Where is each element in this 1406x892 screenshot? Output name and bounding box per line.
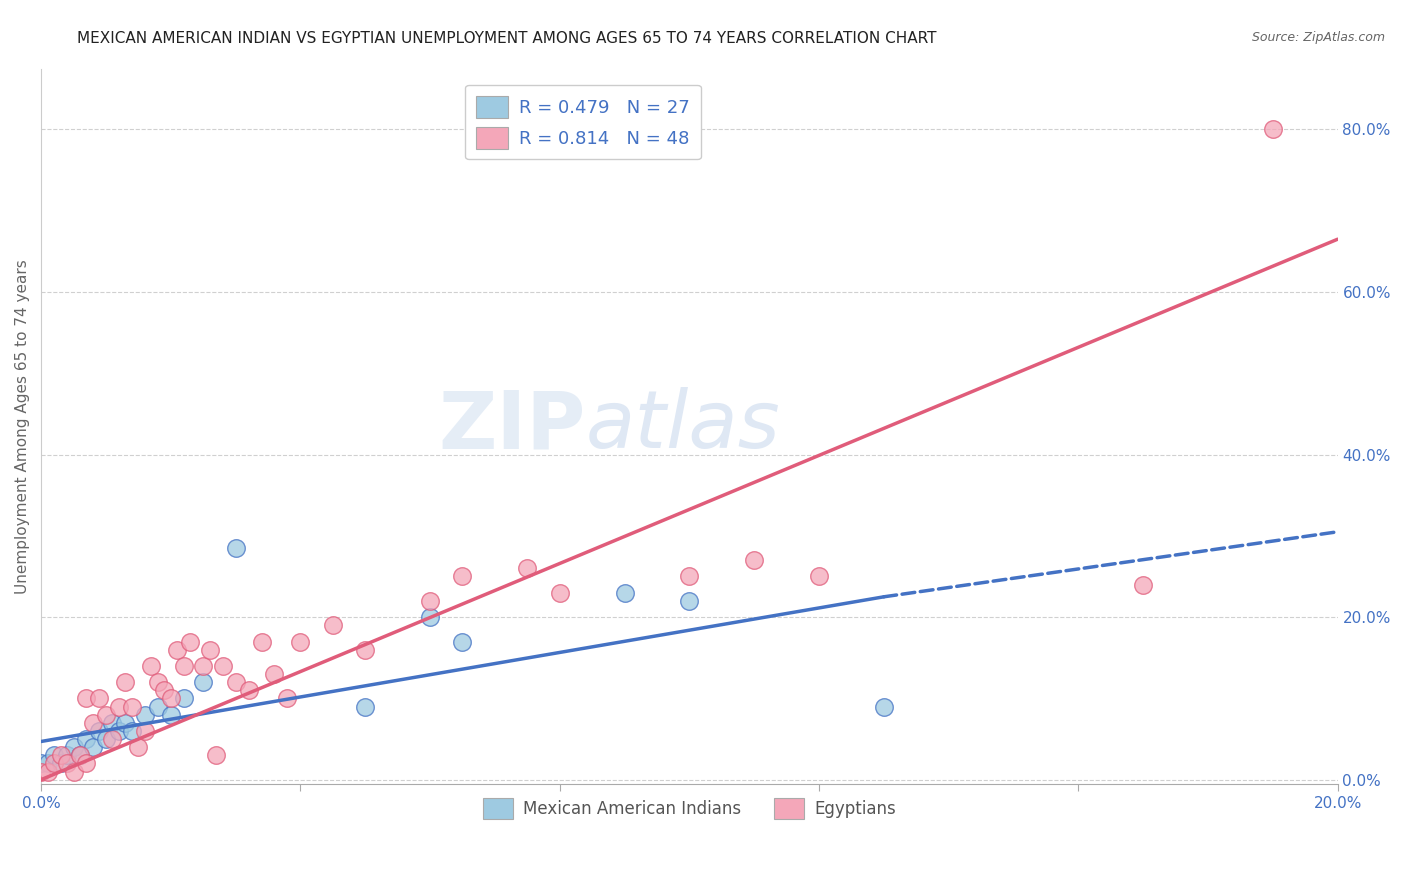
Point <box>30 756 52 771</box>
Point <box>134 707 156 722</box>
Point <box>276 691 298 706</box>
Point <box>141 659 163 673</box>
Text: ZIP: ZIP <box>439 387 586 465</box>
Point <box>121 699 143 714</box>
Point <box>82 740 104 755</box>
Point <box>69 748 91 763</box>
Point <box>159 707 181 722</box>
Point <box>108 699 131 714</box>
Point <box>548 586 571 600</box>
Point <box>322 618 344 632</box>
Point <box>37 764 59 779</box>
Point <box>42 748 65 763</box>
Point <box>76 691 98 706</box>
Point <box>134 723 156 738</box>
Point <box>101 715 124 730</box>
Point <box>173 659 195 673</box>
Point <box>263 667 285 681</box>
Point <box>114 715 136 730</box>
Point <box>613 122 636 136</box>
Point <box>173 691 195 706</box>
Point <box>166 642 188 657</box>
Point <box>238 683 260 698</box>
Point <box>121 723 143 738</box>
Point <box>89 691 111 706</box>
Point <box>1261 122 1284 136</box>
Point <box>225 541 247 555</box>
Point <box>613 586 636 600</box>
Point <box>146 675 169 690</box>
Point <box>49 756 72 771</box>
Point <box>94 707 117 722</box>
Point <box>56 756 79 771</box>
Legend: Mexican American Indians, Egyptians: Mexican American Indians, Egyptians <box>477 792 903 825</box>
Point <box>101 732 124 747</box>
Point <box>419 610 441 624</box>
Point <box>76 756 98 771</box>
Point <box>250 634 273 648</box>
Point <box>742 553 765 567</box>
Point <box>193 659 215 673</box>
Point <box>678 569 700 583</box>
Point <box>153 683 176 698</box>
Point <box>127 740 149 755</box>
Point <box>211 659 233 673</box>
Point <box>484 122 506 136</box>
Point <box>451 569 474 583</box>
Text: Source: ZipAtlas.com: Source: ZipAtlas.com <box>1251 31 1385 45</box>
Point <box>354 699 377 714</box>
Point <box>1132 577 1154 591</box>
Point <box>225 675 247 690</box>
Point <box>205 748 228 763</box>
Point <box>873 699 896 714</box>
Point <box>37 756 59 771</box>
Point <box>159 691 181 706</box>
Point <box>89 723 111 738</box>
Point <box>451 634 474 648</box>
Text: MEXICAN AMERICAN INDIAN VS EGYPTIAN UNEMPLOYMENT AMONG AGES 65 TO 74 YEARS CORRE: MEXICAN AMERICAN INDIAN VS EGYPTIAN UNEM… <box>77 31 936 46</box>
Point <box>82 715 104 730</box>
Point <box>146 699 169 714</box>
Point <box>56 748 79 763</box>
Point <box>179 634 201 648</box>
Point <box>290 634 312 648</box>
Point <box>30 764 52 779</box>
Text: atlas: atlas <box>586 387 780 465</box>
Point <box>108 723 131 738</box>
Point <box>354 642 377 657</box>
Point <box>193 675 215 690</box>
Point <box>94 732 117 747</box>
Point <box>62 764 84 779</box>
Point <box>114 675 136 690</box>
Point <box>419 594 441 608</box>
Point <box>69 748 91 763</box>
Point <box>62 740 84 755</box>
Point <box>76 732 98 747</box>
Y-axis label: Unemployment Among Ages 65 to 74 years: Unemployment Among Ages 65 to 74 years <box>15 259 30 593</box>
Point <box>42 756 65 771</box>
Point <box>516 561 538 575</box>
Point <box>678 594 700 608</box>
Point <box>198 642 221 657</box>
Point <box>808 569 831 583</box>
Point <box>49 748 72 763</box>
